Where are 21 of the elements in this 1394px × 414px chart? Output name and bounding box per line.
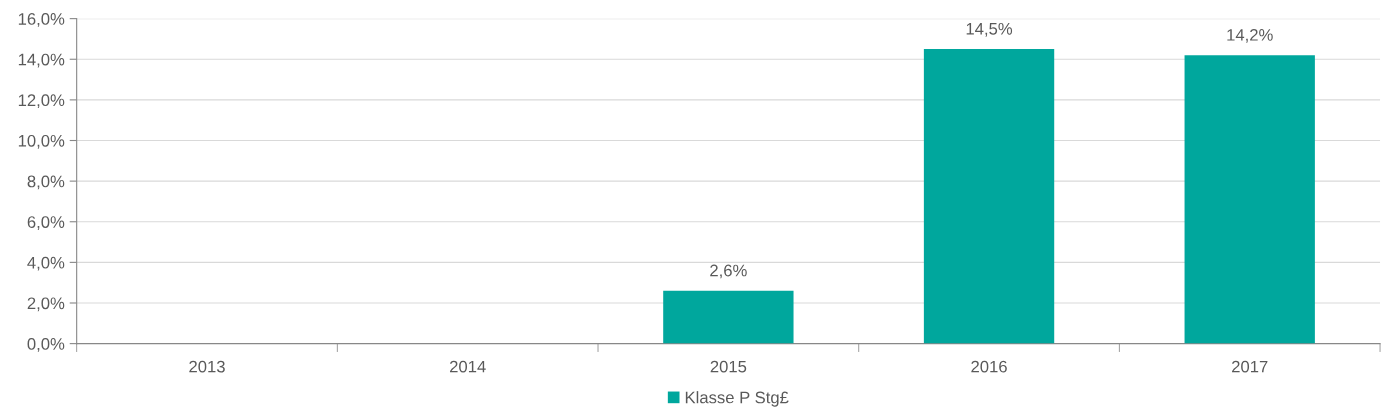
bar [663, 290, 794, 344]
y-tick-label: 10,0% [18, 134, 65, 149]
x-tick-label: 2014 [449, 360, 486, 373]
y-tick-label: 2,0% [27, 297, 65, 312]
y-tick-label: 4,0% [27, 256, 65, 271]
bar [1184, 55, 1315, 344]
data-label: 14,2% [1227, 28, 1273, 43]
y-tick-label: 0,0% [27, 338, 65, 352]
bar [923, 49, 1055, 344]
legend-label: Klasse P Stg£ [685, 391, 789, 407]
y-tick-label: 12,0% [18, 94, 65, 109]
x-tick-label: 2015 [710, 360, 747, 373]
x-tick-label: 2013 [189, 360, 225, 373]
x-tick-label: 2017 [1232, 360, 1268, 373]
data-label: 2,6% [710, 264, 747, 279]
x-tick-label: 2016 [971, 360, 1007, 373]
y-tick-label: 6,0% [27, 216, 65, 230]
y-tick-label: 14,0% [18, 53, 65, 68]
y-tick-label: 16,0% [18, 13, 65, 27]
data-label: 14,5% [966, 22, 1013, 37]
y-tick-label: 8,0% [27, 175, 65, 190]
